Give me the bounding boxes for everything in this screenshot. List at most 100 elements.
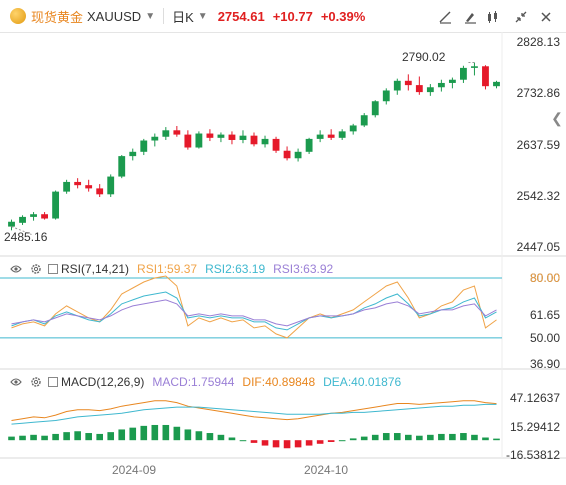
macd-legend: MACD(12,26,9) MACD:1.75944 DIF:40.89848 … [0, 374, 401, 390]
macd-histogram-bar [305, 440, 313, 446]
candle-body [316, 134, 324, 139]
candle-body [151, 136, 159, 141]
rsi-y-tick-label: 36.90 [529, 357, 560, 371]
indicator-toggle[interactable] [48, 377, 58, 387]
timeframe-selector[interactable]: 日K [172, 9, 194, 25]
indicator-icon[interactable] [484, 8, 502, 26]
macd-histogram-bar [416, 435, 423, 441]
candle-body [41, 214, 48, 219]
macd-histogram-bar [283, 440, 291, 449]
close-icon[interactable] [537, 8, 555, 26]
candle-body [107, 176, 115, 195]
draw-line-icon[interactable] [436, 8, 454, 26]
rsi-legend: RSI(7,14,21) RSI1:59.37 RSI2:63.19 RSI3:… [0, 261, 333, 277]
candle-body [129, 151, 137, 157]
macd-histogram-bar [327, 440, 335, 442]
candle-body [283, 150, 291, 159]
candle-body [371, 101, 379, 116]
candle-body [195, 133, 203, 148]
macd-line-dea [11, 403, 497, 425]
candle-body [96, 188, 104, 195]
candle-body [404, 80, 412, 86]
high-annotation: 2790.02 [402, 50, 446, 64]
macd-line-dif [11, 400, 497, 421]
settings-icon[interactable] [30, 263, 42, 275]
macd-histogram-bar [41, 435, 48, 441]
macd-histogram-bar [438, 433, 445, 441]
instrument-name[interactable]: 现货黄金 [31, 9, 84, 25]
macd-histogram-bar [129, 427, 137, 441]
dif-value: DIF:40.89848 [242, 375, 316, 389]
candle-body [294, 151, 302, 159]
candle-body [118, 156, 126, 177]
low-annotation: 2485.16 [4, 230, 48, 244]
candle-body [460, 67, 467, 80]
macd-histogram-bar [162, 424, 170, 441]
y-tick-label: 2732.86 [516, 86, 560, 101]
candle-body [471, 66, 478, 68]
y-tick-label: 2447.05 [516, 240, 560, 254]
draw-pen-icon[interactable] [461, 8, 479, 26]
macd-histogram-bar [217, 434, 225, 441]
candle-body [415, 85, 423, 93]
macd-histogram-bar [173, 426, 181, 441]
eye-icon[interactable] [10, 263, 22, 275]
macd-histogram-bar [63, 432, 70, 441]
indicator-toggle[interactable] [48, 264, 58, 274]
macd-histogram-bar [405, 434, 412, 441]
settings-icon[interactable] [30, 376, 42, 388]
rsi-title: RSI(7,14,21) [61, 262, 130, 276]
macd-histogram-bar [151, 424, 159, 441]
macd-histogram-bar [261, 440, 269, 446]
rsi3-value: RSI3:63.92 [273, 262, 334, 276]
collapse-icon[interactable] [512, 8, 530, 26]
candle-body [206, 133, 214, 138]
candle-body [426, 87, 434, 93]
candle-body [184, 134, 192, 148]
rsi2-value: RSI2:63.19 [205, 262, 266, 276]
macd-histogram-bar [272, 440, 280, 448]
dropdown-caret-icon[interactable]: ▼ [145, 10, 156, 22]
candle-body [140, 140, 148, 152]
divider [163, 8, 165, 24]
candle-body [482, 66, 489, 87]
macd-histogram-bar [371, 434, 379, 441]
low-marker-line [11, 226, 32, 235]
candle-body [382, 90, 390, 102]
timeframe-caret-icon[interactable]: ▼ [197, 10, 208, 22]
y-tick-label: 2828.13 [516, 35, 560, 49]
eye-icon[interactable] [10, 376, 22, 388]
x-tick-label: 2024-10 [304, 463, 349, 477]
macd-title: MACD(12,26,9) [61, 375, 145, 389]
macd-histogram-bar [107, 432, 115, 441]
symbol-label[interactable]: XAUUSD [87, 8, 142, 24]
rsi-line-rsi1 [11, 275, 497, 339]
macd-histogram-bar [349, 438, 357, 441]
rsi-y-tick-label: 80.00 [529, 271, 560, 285]
macd-histogram-bar [30, 434, 37, 441]
chevron-left-icon[interactable]: ❮ [551, 109, 563, 126]
macd-histogram-bar [85, 433, 92, 441]
candle-body [393, 80, 401, 91]
candle-body [493, 81, 500, 87]
rsi-y-tick-label: 50.00 [529, 330, 560, 345]
price-change: +10.77 [272, 8, 313, 24]
macd-y-tick-label: 15.29412 [509, 419, 560, 434]
macd-y-tick-label: -16.53812 [505, 448, 560, 462]
macd-histogram-bar [19, 435, 26, 441]
macd-histogram-bar [195, 431, 203, 441]
macd-histogram-bar [338, 440, 346, 442]
macd-y-tick-label: 47.12637 [509, 391, 560, 405]
candle-body [349, 125, 357, 132]
rsi-line-rsi2 [11, 291, 497, 331]
macd-histogram-bar [52, 433, 59, 441]
macd-histogram-bar [206, 433, 214, 441]
candle-body [338, 131, 346, 138]
candle-body [360, 115, 368, 126]
candle-body [74, 181, 82, 186]
candle-body [162, 130, 170, 137]
macd-histogram-bar [427, 434, 434, 441]
macd-value: MACD:1.75944 [152, 375, 235, 389]
